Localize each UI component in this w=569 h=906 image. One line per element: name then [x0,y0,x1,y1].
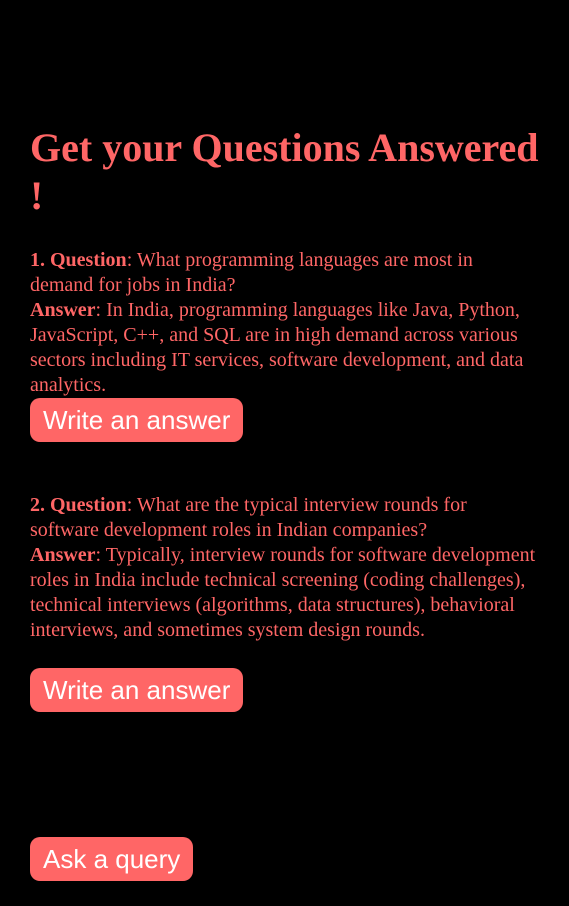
question-number: 1. [30,249,45,271]
question-1: 1. Question: What programming languages … [30,248,540,298]
answer-2: Answer: Typically, interview rounds for … [30,543,540,643]
answer-1: Answer: In India, programming languages … [30,298,540,398]
question-number: 2. [30,494,45,516]
qa-item-1: 1. Question: What programming languages … [30,248,540,398]
page-title: Get your Questions Answered ! [30,125,539,218]
question-label: Question [50,494,127,516]
answer-label: Answer [30,544,96,566]
ask-query-button[interactable]: Ask a query [30,837,194,881]
write-answer-button-1[interactable]: Write an answer [30,398,244,442]
answer-text: : In India, programming languages like J… [30,299,524,396]
question-text: : What are the typical interview rounds … [30,494,467,541]
answer-label: Answer [30,299,96,321]
answer-text: : Typically, interview rounds for softwa… [30,544,536,641]
write-answer-button-2[interactable]: Write an answer [30,668,244,712]
qa-item-2: 2. Question: What are the typical interv… [30,493,540,643]
question-text: : What programming languages are most in… [30,249,473,296]
question-2: 2. Question: What are the typical interv… [30,493,540,543]
question-label: Question [50,249,127,271]
